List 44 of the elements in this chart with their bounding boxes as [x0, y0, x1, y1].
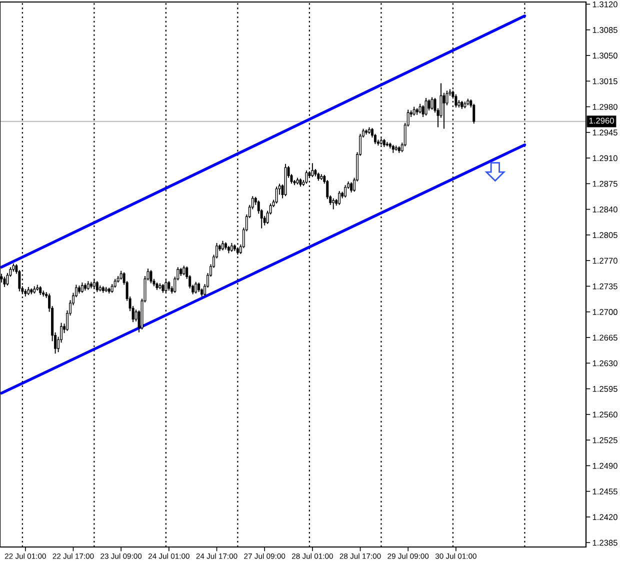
- candlestick: [198, 282, 200, 293]
- candlestick: [472, 103, 476, 124]
- y-tick-label: 1.3120: [592, 1, 618, 8]
- y-tick-label: 1.2910: [592, 155, 618, 162]
- y-tick-label: 1.2630: [592, 360, 618, 366]
- candlestick: [430, 96, 434, 110]
- candlestick: [422, 104, 424, 118]
- y-tick-label: 1.3015: [592, 78, 618, 84]
- candlestick: [275, 186, 278, 204]
- ref-line-label: 1.2960: [589, 118, 614, 124]
- y-tick-label: 1.2595: [592, 386, 618, 392]
- candlestick: [418, 103, 422, 114]
- candlestick: [424, 97, 428, 116]
- candlestick: [442, 92, 446, 130]
- candlestick: [221, 240, 224, 251]
- y-tick-label: 1.3050: [592, 52, 618, 59]
- candlestick: [168, 280, 170, 292]
- y-tick-label: 1.2980: [592, 104, 618, 110]
- y-tick-label: 1.2700: [592, 309, 618, 315]
- y-tick-label: 1.2840: [592, 206, 618, 212]
- candlestick: [332, 198, 335, 210]
- candlestick: [428, 98, 430, 111]
- candlestick: [344, 184, 347, 198]
- y-tick-label: 1.2385: [592, 540, 618, 546]
- y-tick-label: 1.2525: [592, 437, 618, 444]
- candlestick: [150, 270, 152, 284]
- candlestick: [311, 162, 314, 178]
- candlestick: [350, 182, 353, 193]
- candlestick: [80, 282, 84, 294]
- candlestick: [338, 190, 341, 206]
- y-tick-label: 1.2770: [592, 258, 618, 264]
- y-tick-label: 1.2420: [592, 514, 618, 520]
- y-tick-label: 1.3085: [592, 27, 618, 33]
- y-tick-label: 1.2805: [592, 232, 618, 238]
- candlestick: [194, 281, 198, 294]
- y-tick-label: 1.2735: [592, 283, 618, 290]
- candlestick: [182, 265, 186, 276]
- y-tick-label: 1.2945: [592, 130, 618, 136]
- y-tick-label: 1.2875: [592, 180, 618, 187]
- y-tick-label: 1.2455: [592, 488, 618, 494]
- y-tick-label: 1.2560: [592, 412, 618, 418]
- y-tick-label: 1.2490: [592, 462, 618, 469]
- candlestick: [3, 276, 6, 288]
- y-tick-label: 1.2665: [592, 334, 618, 341]
